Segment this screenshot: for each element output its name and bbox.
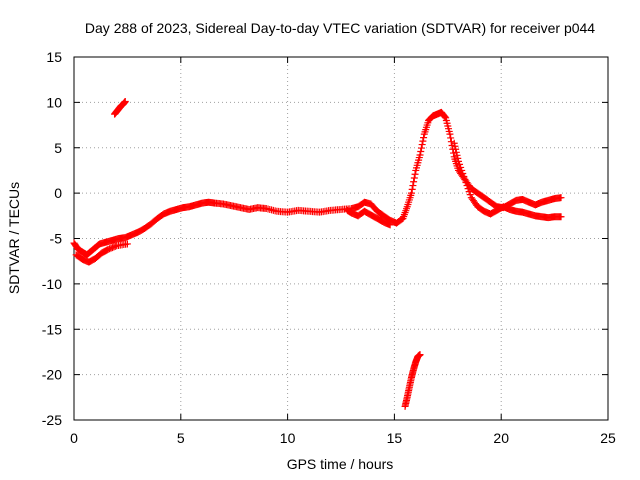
y-tick-label: 15 (46, 49, 62, 65)
data-point (465, 188, 473, 196)
y-tick-label: -15 (42, 321, 62, 337)
data-point (111, 242, 119, 250)
data-point (451, 142, 459, 150)
data-points (70, 97, 565, 410)
data-point (459, 169, 467, 177)
y-tick-label: 10 (46, 94, 62, 110)
data-point (408, 185, 416, 193)
data-point (123, 240, 131, 248)
data-point (121, 97, 129, 105)
data-point (441, 113, 449, 121)
data-point (557, 213, 565, 221)
data-point (458, 166, 466, 174)
data-point (450, 139, 458, 147)
data-point (409, 182, 417, 190)
gridlines (74, 57, 608, 420)
data-point (386, 221, 394, 229)
x-tick-label: 25 (600, 430, 616, 446)
y-tick-labels: 15 10 5 0 -5 -10 -15 -20 -25 (42, 49, 62, 428)
data-point (452, 148, 460, 156)
y-tick-label: -5 (50, 231, 63, 247)
y-axis-label: SDTVAR / TECUs (6, 182, 22, 294)
x-axis-label: GPS time / hours (287, 456, 394, 472)
data-point (453, 151, 461, 159)
data-point (462, 179, 470, 187)
data-point (454, 157, 462, 165)
x-tick-label: 5 (177, 430, 185, 446)
data-point (418, 141, 426, 149)
data-point (457, 163, 465, 171)
data-point (557, 194, 565, 202)
y-tick-label: -10 (42, 276, 62, 292)
y-tick-label: 5 (54, 140, 62, 156)
y-tick-label: -20 (42, 367, 62, 383)
data-point (452, 145, 460, 153)
x-tick-label: 15 (387, 430, 403, 446)
data-point (416, 151, 424, 159)
axis-ticks (73, 56, 609, 421)
data-point (461, 176, 469, 184)
data-point (417, 144, 425, 152)
y-tick-label: 0 (54, 185, 62, 201)
y-tick-label: -25 (42, 412, 62, 428)
data-point (447, 134, 455, 142)
data-point (460, 172, 468, 180)
chart-title: Day 288 of 2023, Sidereal Day-to-day VTE… (85, 20, 595, 36)
data-point (463, 182, 471, 190)
data-point (466, 191, 474, 199)
data-point (417, 148, 425, 156)
data-point (420, 134, 428, 142)
x-tick-label: 0 (70, 430, 78, 446)
x-tick-label: 10 (280, 430, 296, 446)
data-point (446, 130, 454, 138)
data-point (454, 154, 462, 162)
data-point (410, 174, 418, 182)
data-point (456, 160, 464, 168)
data-point (464, 185, 472, 193)
x-tick-label: 20 (493, 430, 509, 446)
data-point (416, 351, 424, 359)
data-point (410, 178, 418, 186)
data-point (419, 137, 427, 145)
data-point (411, 170, 419, 178)
x-tick-labels: 0 5 10 15 20 25 (70, 430, 616, 446)
data-point (407, 189, 415, 197)
